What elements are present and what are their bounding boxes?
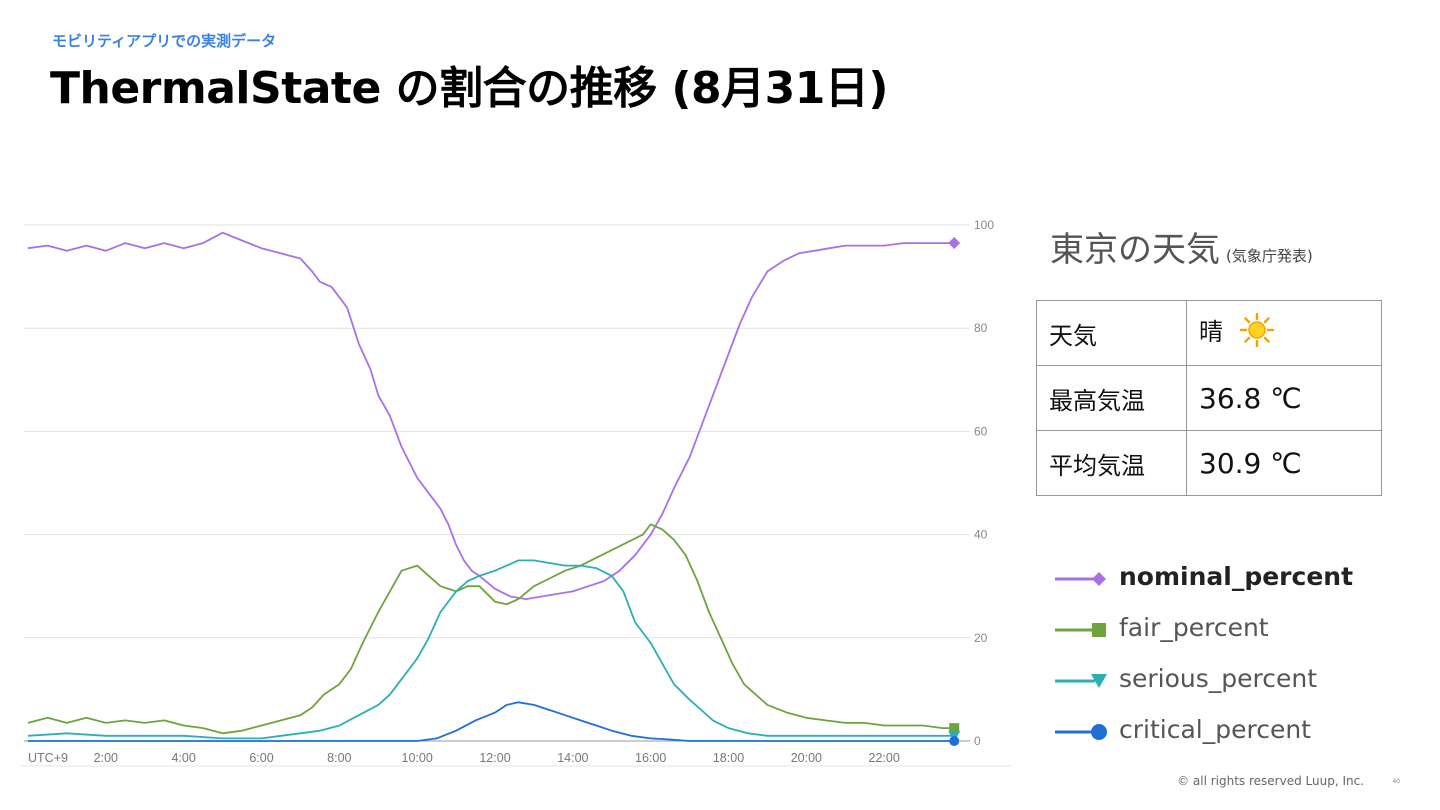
- x-tick-label: 20:00: [791, 751, 822, 765]
- x-tick-label: 14:00: [557, 751, 588, 765]
- y-tick-label: 100: [974, 218, 994, 232]
- legend-swatch: [1055, 724, 1107, 740]
- x-tick-label: UTC+9: [28, 751, 68, 765]
- thermal-state-chart: 0 20 40 60 80 100 UTC+9 2:00 4:00 6:00 8:00 10:00 12…: [20, 218, 1012, 767]
- x-tick-label: 18:00: [713, 751, 744, 765]
- legend-swatch: [1055, 674, 1107, 688]
- weather-value: 36.8 ℃: [1186, 365, 1382, 431]
- page-title: ThermalState の割合の推移 (8月31日): [50, 63, 889, 114]
- weather-label: 最高気温: [1036, 365, 1187, 431]
- x-tick-label: 6:00: [249, 751, 273, 765]
- weather-title: 東京の天気 (気象庁発表): [1050, 222, 1313, 271]
- series-end-marker-critical_percent: [949, 736, 960, 746]
- series-end-marker-nominal_percent: [948, 237, 961, 250]
- x-tick-label: 4:00: [171, 751, 195, 765]
- legend-label: fair_percent: [1119, 613, 1269, 642]
- sun-icon: [1239, 312, 1275, 354]
- x-tick-label: 10:00: [402, 751, 433, 765]
- weather-value-text: 晴: [1199, 318, 1223, 346]
- series-end-marker-fair_percent: [949, 723, 960, 734]
- weather-value: 晴: [1186, 300, 1382, 366]
- page-number: 40: [1392, 778, 1400, 785]
- y-tick-label: 0: [974, 734, 981, 748]
- y-tick-label: 20: [974, 631, 988, 645]
- series-line-critical_percent: [28, 701, 955, 742]
- x-tick-label: 16:00: [635, 751, 666, 765]
- y-tick-label: 80: [974, 321, 988, 335]
- weather-title-text: 東京の天気: [1050, 230, 1220, 270]
- x-tick-label: 2:00: [94, 751, 118, 765]
- series-line-nominal_percent: [27, 231, 955, 600]
- weather-table: 天気 晴 最高気温 36.8 ℃ 平均気温 30.9 ℃: [1036, 300, 1382, 496]
- weather-row: 平均気温 30.9 ℃: [1036, 430, 1382, 496]
- weather-row: 最高気温 36.8 ℃: [1036, 365, 1382, 431]
- x-tick-label: 12:00: [479, 751, 510, 765]
- series-line-fair_percent: [27, 523, 955, 735]
- legend-swatch: [1055, 623, 1106, 637]
- legend-swatch: [1055, 572, 1106, 586]
- weather-label: 天気: [1036, 300, 1187, 366]
- weather-value: 30.9 ℃: [1186, 430, 1382, 496]
- y-tick-label: 40: [974, 528, 988, 542]
- x-tick-label: 8:00: [327, 751, 351, 765]
- weather-row: 天気 晴: [1036, 300, 1382, 366]
- page-subtitle: モビリティアプリでの実測データ: [52, 32, 277, 50]
- legend-label: nominal_percent: [1119, 562, 1354, 591]
- weather-source: (気象庁発表): [1226, 247, 1313, 265]
- series-line-serious_percent: [27, 559, 955, 740]
- y-tick-label: 60: [974, 424, 988, 438]
- legend-label: serious_percent: [1119, 664, 1318, 693]
- weather-label: 平均気温: [1036, 430, 1187, 496]
- copyright: © all rights reserved Luup, Inc.: [1177, 774, 1364, 788]
- x-tick-label: 22:00: [869, 751, 900, 765]
- legend-label: critical_percent: [1119, 715, 1311, 744]
